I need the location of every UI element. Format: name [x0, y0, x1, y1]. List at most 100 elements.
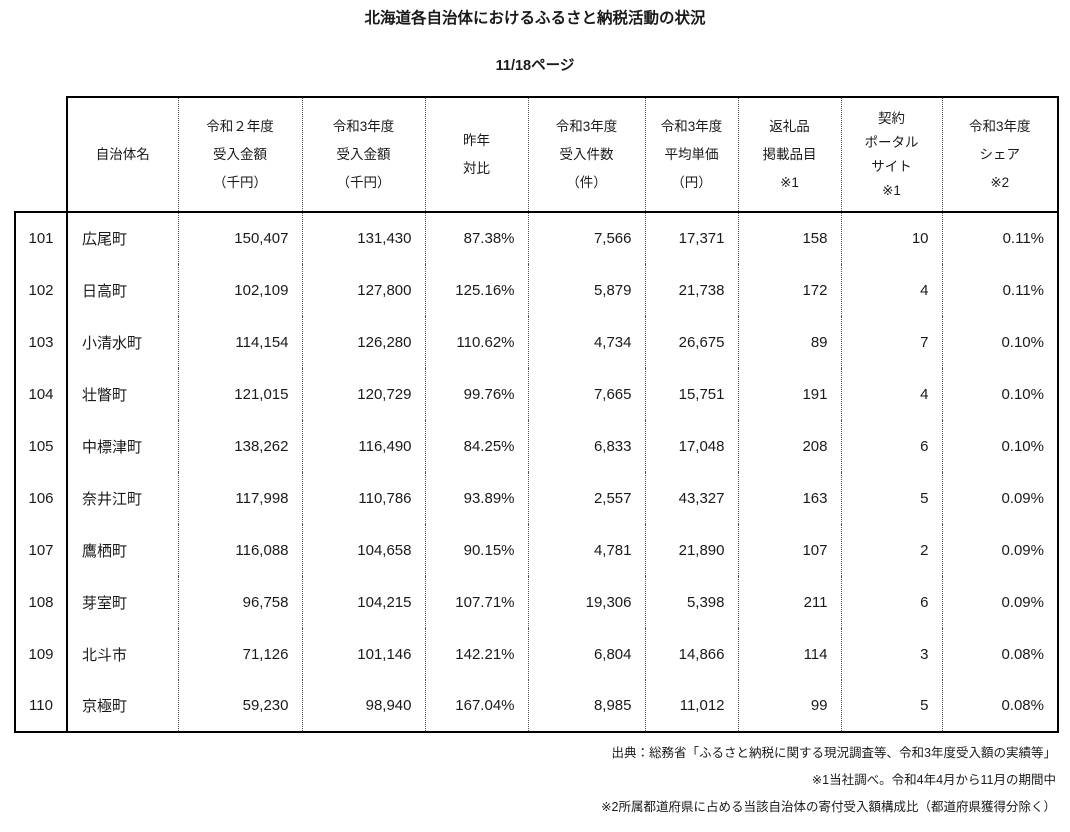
yoy-ratio-cell: 167.04% — [424, 680, 529, 734]
gift-items-cell: 158 — [737, 212, 842, 265]
r3-avg-price-cell: 26,675 — [644, 316, 739, 369]
r2-amount-cell: 71,126 — [177, 628, 303, 681]
r3-count-cell: 6,804 — [527, 628, 646, 681]
share-cell: 0.09% — [941, 524, 1059, 577]
row-index-cell: 108 — [14, 576, 68, 629]
r3-count-cell: 7,566 — [527, 212, 646, 265]
row-index-cell: 105 — [14, 420, 68, 473]
table-row: 104 壮瞥町 121,015 120,729 99.76% 7,665 15,… — [14, 368, 1059, 421]
gift-items-cell: 208 — [737, 420, 842, 473]
footnotes-block: 出典：総務省「ふるさと納税に関する現況調査等、令和3年度受入額の実績等」 ※1当… — [0, 740, 1056, 821]
yoy-ratio-cell: 90.15% — [424, 524, 529, 577]
portal-sites-cell: 3 — [840, 628, 943, 681]
row-index-cell: 106 — [14, 472, 68, 525]
col-header-gift-items: 返礼品 掲載品目 ※1 — [737, 96, 842, 214]
r3-amount-cell: 101,146 — [301, 628, 426, 681]
municipalities-table: 自治体名 令和２年度 受入金額 （千円） 令和3年度 受入金額 （千円） 昨年 … — [14, 96, 1059, 734]
r2-amount-cell: 59,230 — [177, 680, 303, 734]
table-row: 110 京極町 59,230 98,940 167.04% 8,985 11,0… — [14, 680, 1059, 734]
r2-amount-cell: 117,998 — [177, 472, 303, 525]
municipality-name-cell: 奈井江町 — [66, 472, 179, 525]
r3-avg-price-cell: 11,012 — [644, 680, 739, 734]
r3-avg-price-cell: 5,398 — [644, 576, 739, 629]
row-index-cell: 109 — [14, 628, 68, 681]
page-title: 北海道各自治体におけるふるさと納税活動の状況 — [364, 10, 706, 27]
col-header-r3-count: 令和3年度 受入件数 （件） — [527, 96, 646, 214]
r3-avg-price-cell: 17,371 — [644, 212, 739, 265]
r3-count-cell: 2,557 — [527, 472, 646, 525]
table-row: 101 広尾町 150,407 131,430 87.38% 7,566 17,… — [14, 212, 1059, 265]
table-row: 108 芽室町 96,758 104,215 107.71% 19,306 5,… — [14, 576, 1059, 629]
r3-amount-cell: 104,215 — [301, 576, 426, 629]
portal-sites-cell: 4 — [840, 264, 943, 317]
r3-amount-cell: 131,430 — [301, 212, 426, 265]
portal-sites-cell: 6 — [840, 420, 943, 473]
municipality-name-cell: 壮瞥町 — [66, 368, 179, 421]
share-cell: 0.08% — [941, 680, 1059, 734]
portal-sites-cell: 5 — [840, 472, 943, 525]
gift-items-cell: 211 — [737, 576, 842, 629]
municipality-name-cell: 小清水町 — [66, 316, 179, 369]
r3-amount-cell: 120,729 — [301, 368, 426, 421]
r3-count-cell: 8,985 — [527, 680, 646, 734]
footnote-2: ※2所属都道府県に占める当該自治体の寄付受入額構成比（都道府県獲得分除く） — [601, 800, 1056, 815]
municipality-name-cell: 広尾町 — [66, 212, 179, 265]
portal-sites-cell: 6 — [840, 576, 943, 629]
share-cell: 0.11% — [941, 264, 1059, 317]
r3-amount-cell: 110,786 — [301, 472, 426, 525]
col-header-r3-share: 令和3年度 シェア ※2 — [941, 96, 1059, 214]
portal-sites-cell: 5 — [840, 680, 943, 734]
r3-count-cell: 4,781 — [527, 524, 646, 577]
page-number-indicator: 11/18ページ — [495, 57, 575, 74]
r3-avg-price-cell: 14,866 — [644, 628, 739, 681]
col-header-r3-avg-price: 令和3年度 平均単価 （円） — [644, 96, 739, 214]
municipality-name-cell: 日高町 — [66, 264, 179, 317]
r3-avg-price-cell: 21,738 — [644, 264, 739, 317]
r3-count-cell: 19,306 — [527, 576, 646, 629]
share-cell: 0.10% — [941, 368, 1059, 421]
table-row: 106 奈井江町 117,998 110,786 93.89% 2,557 43… — [14, 472, 1059, 525]
r3-amount-cell: 126,280 — [301, 316, 426, 369]
municipality-name-cell: 北斗市 — [66, 628, 179, 681]
yoy-ratio-cell: 99.76% — [424, 368, 529, 421]
col-header-municipality: 自治体名 — [66, 96, 179, 214]
row-index-cell: 104 — [14, 368, 68, 421]
yoy-ratio-cell: 110.62% — [424, 316, 529, 369]
row-index-cell: 103 — [14, 316, 68, 369]
gift-items-cell: 99 — [737, 680, 842, 734]
municipality-name-cell: 中標津町 — [66, 420, 179, 473]
share-cell: 0.11% — [941, 212, 1059, 265]
r3-avg-price-cell: 17,048 — [644, 420, 739, 473]
col-header-portal-sites: 契約 ポータル サイト ※1 — [840, 96, 943, 214]
r3-amount-cell: 104,658 — [301, 524, 426, 577]
municipality-name-cell: 鷹栖町 — [66, 524, 179, 577]
r3-amount-cell: 98,940 — [301, 680, 426, 734]
yoy-ratio-cell: 84.25% — [424, 420, 529, 473]
r2-amount-cell: 114,154 — [177, 316, 303, 369]
portal-sites-cell: 2 — [840, 524, 943, 577]
header-row: 自治体名 令和２年度 受入金額 （千円） 令和3年度 受入金額 （千円） 昨年 … — [15, 96, 1059, 214]
yoy-ratio-cell: 93.89% — [424, 472, 529, 525]
footnote-1: ※1当社調べ。令和4年4月から11月の期間中 — [811, 773, 1056, 788]
gift-items-cell: 89 — [737, 316, 842, 369]
col-header-r3-amount: 令和3年度 受入金額 （千円） — [301, 96, 426, 214]
yoy-ratio-cell: 142.21% — [424, 628, 529, 681]
header-corner-spacer — [15, 97, 67, 214]
gift-items-cell: 172 — [737, 264, 842, 317]
share-cell: 0.08% — [941, 628, 1059, 681]
r3-amount-cell: 116,490 — [301, 420, 426, 473]
row-index-cell: 110 — [14, 680, 68, 734]
r3-avg-price-cell: 43,327 — [644, 472, 739, 525]
yoy-ratio-cell: 125.16% — [424, 264, 529, 317]
col-header-r2-amount: 令和２年度 受入金額 （千円） — [177, 96, 303, 214]
share-cell: 0.10% — [941, 420, 1059, 473]
r3-count-cell: 5,879 — [527, 264, 646, 317]
r2-amount-cell: 121,015 — [177, 368, 303, 421]
r2-amount-cell: 96,758 — [177, 576, 303, 629]
row-index-cell: 102 — [14, 264, 68, 317]
share-cell: 0.10% — [941, 316, 1059, 369]
share-cell: 0.09% — [941, 472, 1059, 525]
r2-amount-cell: 150,407 — [177, 212, 303, 265]
r3-count-cell: 6,833 — [527, 420, 646, 473]
table-row: 105 中標津町 138,262 116,490 84.25% 6,833 17… — [14, 420, 1059, 473]
